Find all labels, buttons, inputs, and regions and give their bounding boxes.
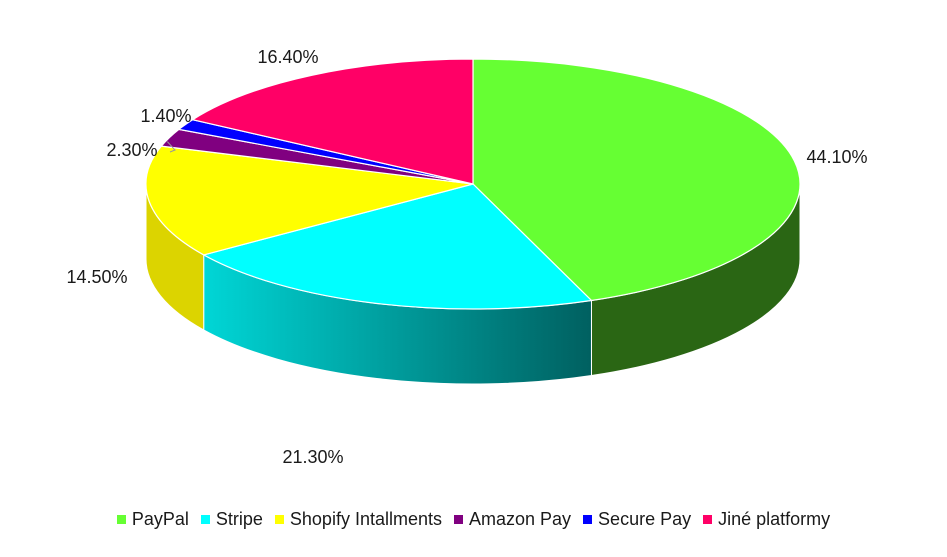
data-label-stripe: 21.30%: [282, 447, 343, 467]
legend-item-paypal: PayPal: [116, 509, 189, 530]
legend-swatch: [583, 515, 593, 524]
legend-label: PayPal: [131, 509, 189, 529]
legend-label: Stripe: [215, 509, 263, 529]
slice-shopify-intallments: [145, 145, 474, 256]
data-label-shopify-intallments: 14.50%: [66, 267, 127, 287]
data-labels: 44.10% 21.30% 14.50% 2.30% 1.40% 16.40%: [66, 47, 867, 467]
legend-item-shopify-intallments: Shopify Intallments: [274, 509, 442, 530]
slice-jin-platformy: [191, 58, 474, 185]
leader-lines: [166, 141, 176, 153]
legend-label: Shopify Intallments: [289, 509, 442, 529]
legend-swatch: [200, 515, 210, 524]
legend-label: Amazon Pay: [468, 509, 572, 529]
legend-label: Secure Pay: [598, 509, 692, 529]
leader-line-amazon-pay: [166, 141, 176, 153]
data-label-secure-pay: 1.40%: [140, 106, 191, 126]
data-label-jin-platformy: 16.40%: [257, 47, 318, 67]
legend-swatch: [453, 515, 463, 524]
pie-top-slices: [145, 58, 801, 310]
slice-stripe: [202, 183, 593, 310]
legend: PayPal Stripe Shopify Intallments Amazon Pa…: [0, 509, 947, 530]
data-label-paypal: 44.10%: [806, 147, 867, 167]
legend-swatch: [703, 515, 713, 524]
legend-swatch: [116, 515, 126, 524]
legend-item-jin-platformy: Jiné platformy: [703, 509, 830, 530]
legend-swatch: [274, 515, 284, 524]
data-label-amazon-pay: 2.30%: [106, 140, 157, 160]
legend-label: Jiné platformy: [718, 509, 831, 529]
legend-item-secure-pay: Secure Pay: [583, 509, 691, 530]
pie-side-walls: [145, 183, 801, 385]
legend-item-amazon-pay: Amazon Pay: [453, 509, 572, 530]
slice-paypal: [472, 58, 801, 302]
legend-item-stripe: Stripe: [200, 509, 263, 530]
